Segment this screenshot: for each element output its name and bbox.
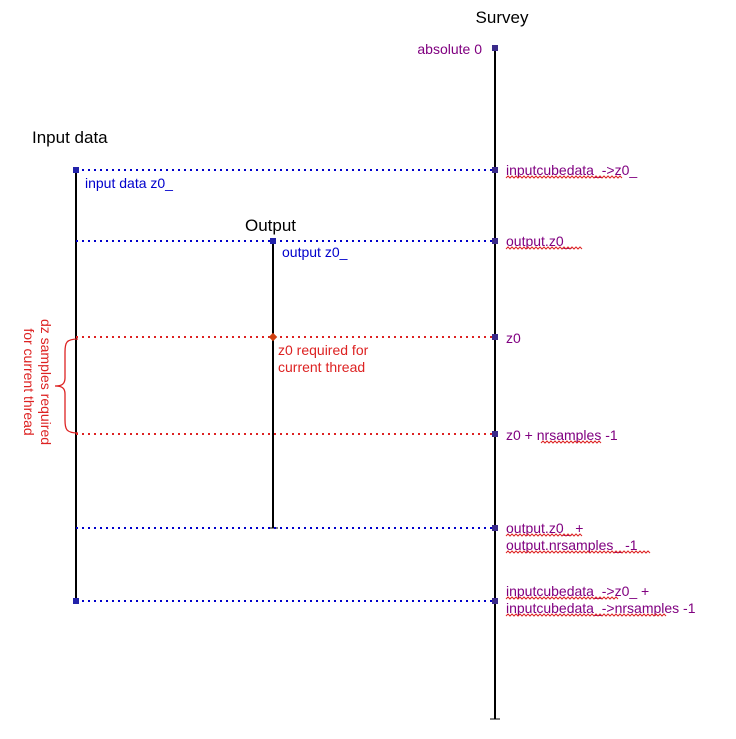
input-data-point-end [73, 598, 79, 604]
dz-samples-label-line1: dz samples required [38, 319, 54, 445]
spellcheck-squiggle-inputcube-end-line1 [505, 596, 619, 600]
spellcheck-squiggle-output-end-line1 [505, 533, 583, 537]
spellcheck-squiggle-output-z0 [505, 246, 583, 250]
input-data-title: Input data [32, 128, 108, 147]
survey-point-output-end [492, 525, 498, 531]
spellcheck-squiggle-nrsamples [540, 440, 602, 444]
z0-diamond-marker [268, 332, 278, 342]
dz-samples-label: dz samples required for current thread [21, 319, 54, 445]
survey-label-inputcube-z0: inputcubedata_->z0_ [506, 162, 637, 178]
output-title: Output [245, 216, 296, 235]
output-z0-label: output z0_ [282, 244, 348, 260]
input-data-z0-label: input data z0_ [85, 175, 173, 191]
survey-point-output-z0 [492, 238, 498, 244]
spellcheck-squiggle-inputcube-z0 [505, 175, 623, 179]
z0-required-label-line1: z0 required for [278, 342, 369, 358]
survey-label-output-end-line2: output.nrsamples_ -1 [506, 537, 638, 553]
survey-point-absolute0 [492, 45, 498, 51]
survey-title: Survey [476, 8, 529, 27]
survey-label-output-z0: output.z0_ [506, 233, 572, 249]
survey-point-z0-nrsamples [492, 431, 498, 437]
survey-point-z0 [492, 334, 498, 340]
survey-label-inputcube-end-line1: inputcubedata_->z0_ + [506, 583, 649, 599]
dz-range-brace [54, 338, 79, 434]
absolute0-label: absolute 0 [417, 41, 482, 57]
survey-label-z0: z0 [506, 330, 521, 346]
output-point-start [270, 238, 276, 244]
survey-point-inputcube-z0 [492, 167, 498, 173]
survey-label-output-end-line1: output.z0_ + [506, 520, 583, 536]
survey-label-z0-nrsamples: z0 + nrsamples -1 [506, 427, 618, 443]
z0-required-label-line2: current thread [278, 359, 365, 375]
input-data-point-start [73, 167, 79, 173]
survey-point-inputcube-end [492, 598, 498, 604]
spellcheck-squiggle-inputcube-end-line2 [505, 613, 667, 617]
spellcheck-squiggle-output-end-line2 [505, 550, 651, 554]
dz-samples-label-line2: for current thread [21, 328, 37, 435]
survey-label-inputcube-end-line2: inputcubedata_->nrsamples -1 [506, 600, 696, 616]
